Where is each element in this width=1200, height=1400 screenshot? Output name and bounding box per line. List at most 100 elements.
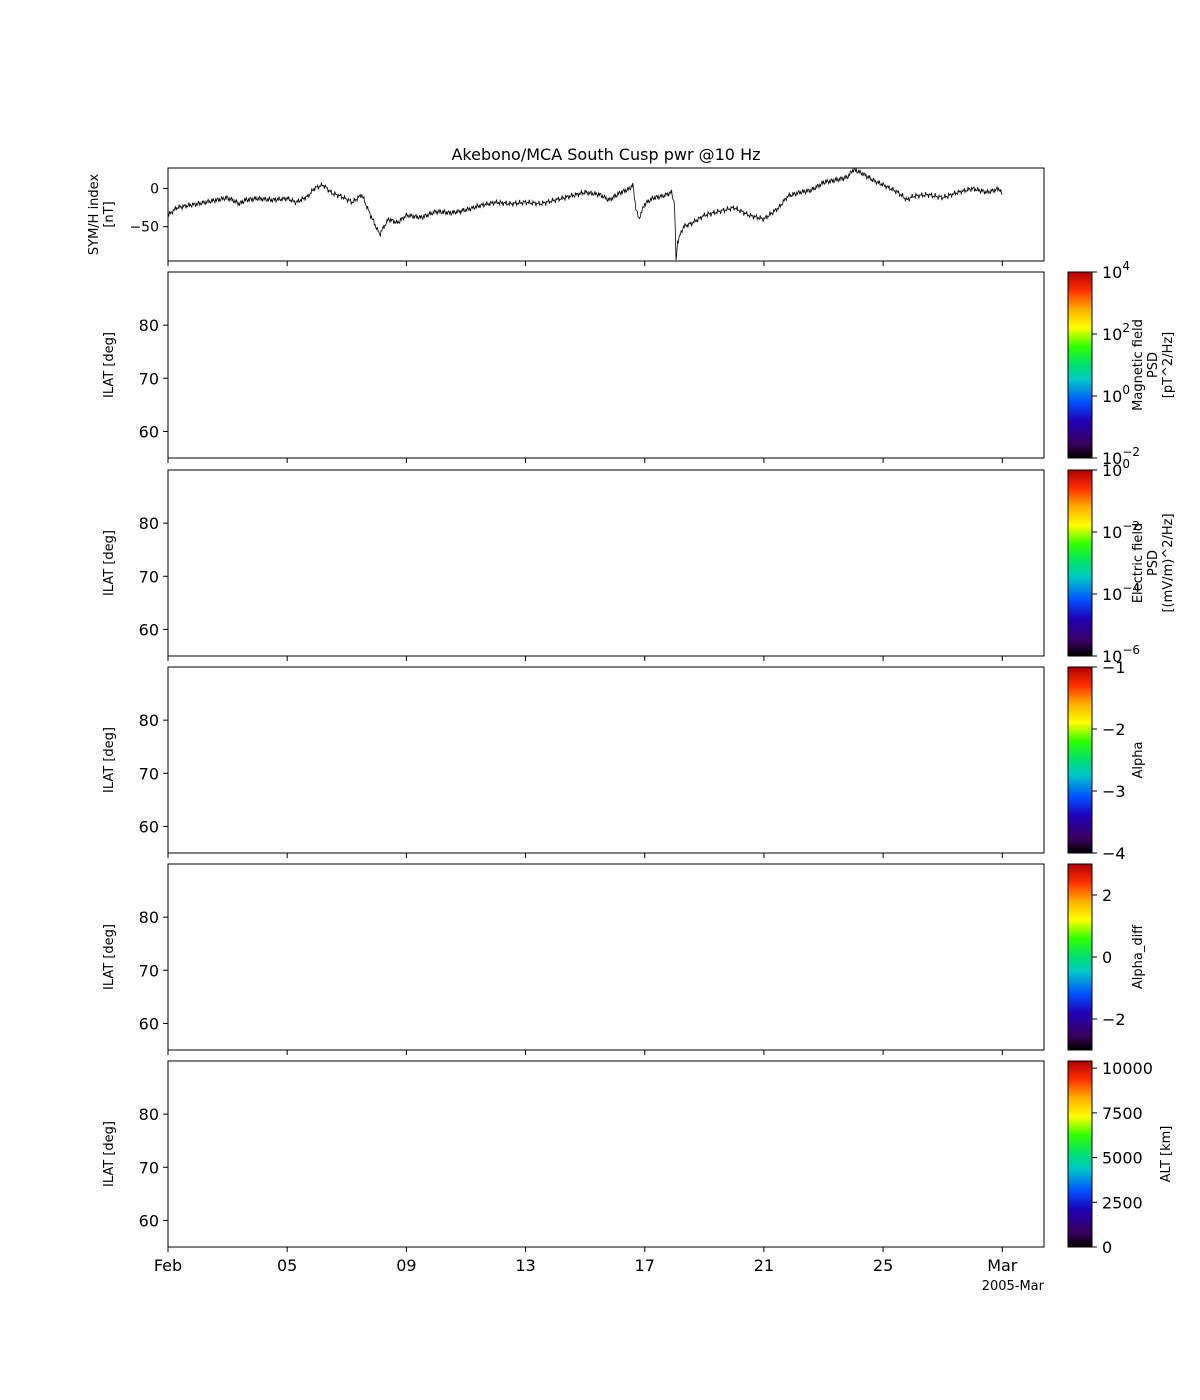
ilat-ylabel: ILAT [deg] [102,1121,117,1187]
ilat-ytick-label: 80 [139,316,159,335]
colorbar-label-line: PSD [1146,550,1161,576]
colorbar: 10000 7500 5000 2500 0 ALT [km] [1067,1059,1174,1257]
colorbar-label: Electric fieldPSD[(mV/m)^2/Hz] [1131,513,1176,612]
colorbar: −1 −2 −3 −4 Alpha [1067,658,1146,863]
colorbar-tick-label: 10−2 [1102,445,1140,468]
symh-series-line [168,167,1003,261]
ilat-panel: 60 70 80 ILAT [deg] [102,666,1045,858]
ilat-ytick-label: 80 [139,711,159,730]
ilat-axes-frame [167,666,1045,854]
symh-ylabel-line: SYM/H index [87,174,102,256]
ilat-ytick-label: 60 [139,1211,159,1230]
colorbar-tick-label: 0 [1102,1238,1112,1257]
colorbar-tick-base: 10 [1102,387,1122,406]
colorbar-label-line: ALT [km] [1159,1126,1174,1183]
ilat-ytick-label: 80 [139,908,159,927]
colorbar-tick-label: −1 [1102,658,1126,677]
ilat-ytick-label: 70 [139,567,159,586]
ilat-panel: 60 70 80 ILAT [deg] [102,863,1045,1055]
colorbar-tick-label: 10000 [1102,1059,1153,1078]
colorbar-tick-base: 10 [1102,585,1122,604]
colorbar-tick-label: 2500 [1102,1193,1143,1212]
ilat-ylabel: ILAT [deg] [102,727,117,793]
colorbar-label-line: Electric field [1131,523,1146,603]
xtick-label: 21 [754,1256,774,1275]
xtick-label: 17 [635,1256,655,1275]
colorbar-gradient [1067,863,1093,1051]
ilat-axes-frame [167,863,1045,1051]
ilat-ylabel: ILAT [deg] [102,332,117,398]
colorbar-label-line: PSD [1146,352,1161,378]
xtick-label: 05 [277,1256,297,1275]
colorbar-label-line: [pT^2/Hz] [1161,332,1176,398]
ilat-ytick-label: 70 [139,764,159,783]
colorbar-tick-exponent: 4 [1122,259,1130,273]
xtick-label: 13 [515,1256,535,1275]
ilat-ytick-label: 60 [139,620,159,639]
x-offset-label: 2005-Mar [982,1279,1045,1294]
symh-ytick-label: 0 [150,182,159,198]
colorbar-tick-exponent: −2 [1122,519,1140,533]
ilat-panel: 60 70 80 ILAT [deg] [102,1060,1045,1252]
colorbar-tick-label: 104 [1102,259,1130,282]
ilat-ytick-label: 60 [139,1014,159,1033]
colorbar-tick-label: 7500 [1102,1104,1143,1123]
ilat-panel: 60 70 80 ILAT [deg] [102,469,1045,661]
colorbar-tick-label: −4 [1102,844,1126,863]
colorbar-tick-label: 5000 [1102,1149,1143,1168]
ilat-ylabel: ILAT [deg] [102,530,117,596]
ilat-ytick-label: 70 [139,1158,159,1177]
colorbar-tick-label: 10−2 [1102,519,1140,542]
colorbar-tick-base: 10 [1102,325,1122,344]
colorbar-label-line: Magnetic field [1131,319,1146,411]
colorbar-gradient [1067,469,1093,657]
colorbar-label: Magnetic fieldPSD[pT^2/Hz] [1131,319,1176,411]
colorbar-tick-base: 10 [1102,461,1122,480]
ilat-ytick-label: 80 [139,514,159,533]
colorbar-tick-exponent: 0 [1122,457,1130,471]
ilat-ytick-label: 70 [139,961,159,980]
ilat-axes-frame [167,469,1045,657]
colorbar-tick-exponent: −2 [1122,445,1140,459]
colorbar-tick-exponent: −6 [1122,643,1140,657]
xtick-label: 25 [873,1256,893,1275]
colorbar-label: Alpha [1131,742,1146,779]
symh-axes-frame [167,167,1045,262]
colorbar-tick-exponent: 0 [1122,383,1130,397]
xtick-label: 09 [396,1256,416,1275]
ilat-ytick-label: 70 [139,369,159,388]
colorbar-tick-base: 10 [1102,449,1122,468]
ilat-ylabel: ILAT [deg] [102,924,117,990]
colorbar-tick-label: 10−4 [1102,581,1140,604]
ilat-ytick-label: 60 [139,422,159,441]
colorbar-tick-label: 100 [1102,383,1130,406]
colorbar-tick-label: −3 [1102,782,1126,801]
colorbar-gradient [1067,666,1093,854]
colorbar-label-line: [(mV/m)^2/Hz] [1161,513,1176,612]
colorbar-tick-exponent: 2 [1122,321,1130,335]
ilat-axes-frame [167,1060,1045,1248]
ilat-ytick-label: 60 [139,817,159,836]
colorbar-label: ALT [km] [1159,1126,1174,1183]
symh-ytick-label: −50 [129,220,159,236]
colorbar-gradient [1067,1060,1093,1248]
colorbar-tick-label: 102 [1102,321,1130,344]
ilat-panel: 60 70 80 ILAT [deg] [102,271,1045,463]
colorbar: 2 0 −2 Alpha_diff [1067,863,1146,1051]
colorbar-tick-label: 10−6 [1102,643,1140,666]
symh-ylabel-line: [nT] [102,201,117,227]
chart-title: Akebono/MCA South Cusp pwr @10 Hz [451,145,760,164]
colorbar-tick-label: −2 [1102,720,1126,739]
colorbar-tick-exponent: −4 [1122,581,1140,595]
ilat-ytick-label: 80 [139,1105,159,1124]
colorbar-gradient [1067,271,1093,459]
colorbar-label-line: Alpha [1131,742,1146,779]
symh-ylabel: SYM/H index[nT] [87,174,117,256]
colorbar-tick-label: −2 [1102,1010,1126,1029]
colorbar-tick-base: 10 [1102,523,1122,542]
xtick-label: Mar [987,1256,1018,1275]
colorbar-tick-label: 2 [1102,886,1112,905]
